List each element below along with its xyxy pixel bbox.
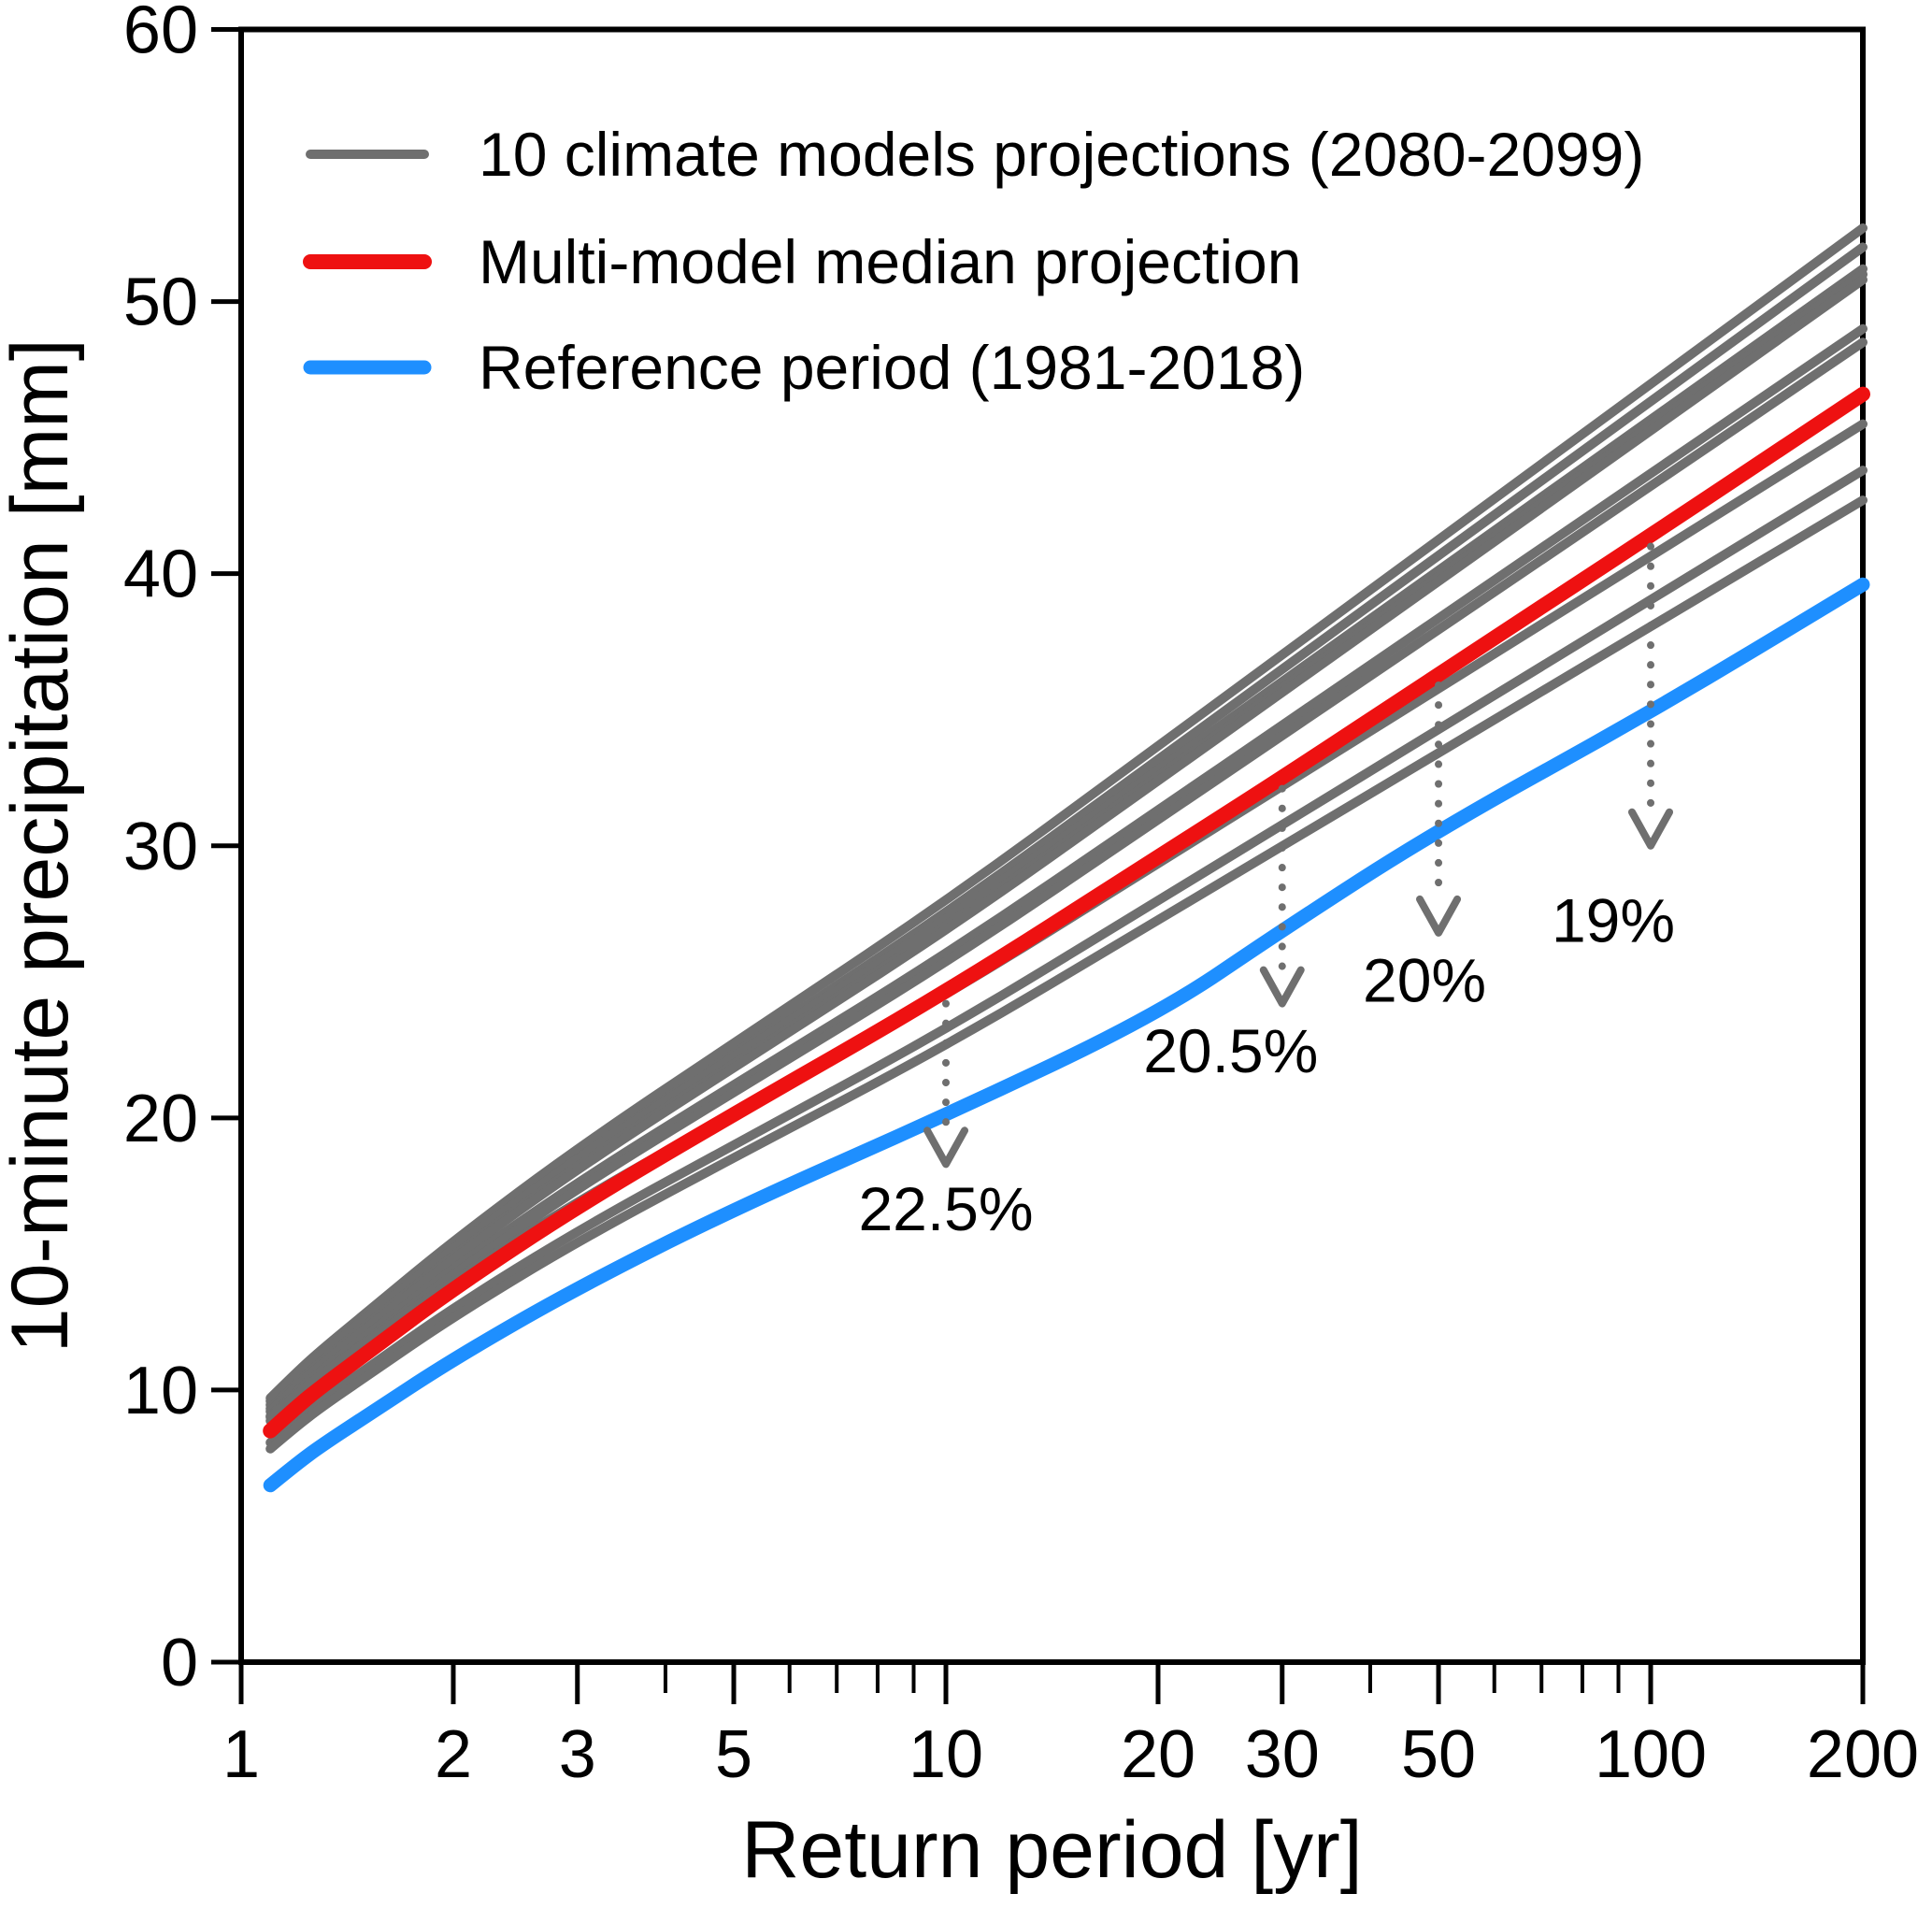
series-line-climate-model-10 <box>265 495 1868 1454</box>
x-axis-tick-label-3: 3 <box>559 1717 596 1792</box>
x-axis-title: Return period [yr] <box>741 1805 1362 1895</box>
x-axis-tick-label-50: 50 <box>1401 1717 1476 1792</box>
y-axis-tick-label-60: 60 <box>123 0 198 68</box>
series-line-multi-model-median <box>263 386 1870 1439</box>
series-line-climate-model-5 <box>265 275 1868 1416</box>
annotation-label-10yr: 22.5% <box>858 1174 1033 1243</box>
annotation-label-100yr: 19% <box>1552 885 1675 954</box>
annotation-label-30yr: 20.5% <box>1143 1016 1318 1085</box>
y-axis-tick-label-40: 40 <box>123 538 198 612</box>
legend-label-1: Multi-model median projection <box>479 227 1301 296</box>
y-axis-title: 10-minute precipitation [mm] <box>0 338 85 1353</box>
legend-label-0: 10 climate models projections (2080-2099… <box>479 120 1644 189</box>
y-axis-tick-label-10: 10 <box>123 1354 198 1428</box>
x-axis-tick-label-20: 20 <box>1121 1717 1195 1792</box>
y-axis-tick-label-0: 0 <box>161 1626 198 1700</box>
series-line-climate-model-3 <box>265 264 1868 1406</box>
x-axis-tick-label-100: 100 <box>1595 1717 1707 1792</box>
legend-label-2: Reference period (1981-2018) <box>479 333 1305 402</box>
annotation-arrowhead-30yr <box>1259 966 1305 1008</box>
annotation-arrowhead-50yr <box>1416 895 1462 937</box>
annotation-label-50yr: 20% <box>1363 945 1486 1014</box>
y-axis-tick-label-50: 50 <box>123 265 198 340</box>
annotation-arrowhead-100yr <box>1628 808 1674 850</box>
series-line-reference-period <box>263 577 1870 1493</box>
x-axis-tick-label-5: 5 <box>715 1717 752 1792</box>
y-axis-tick-label-30: 30 <box>123 810 198 884</box>
series-line-climate-model-9 <box>265 466 1868 1448</box>
y-axis-tick-label-20: 20 <box>123 1082 198 1156</box>
x-axis-tick-label-2: 2 <box>435 1717 472 1792</box>
x-axis-tick-label-10: 10 <box>909 1717 983 1792</box>
annotation-arrowhead-10yr <box>923 1126 969 1169</box>
x-axis-tick-label-30: 30 <box>1245 1717 1320 1792</box>
x-axis-tick-label-1: 1 <box>222 1717 260 1792</box>
x-axis-tick-label-200: 200 <box>1807 1717 1919 1792</box>
